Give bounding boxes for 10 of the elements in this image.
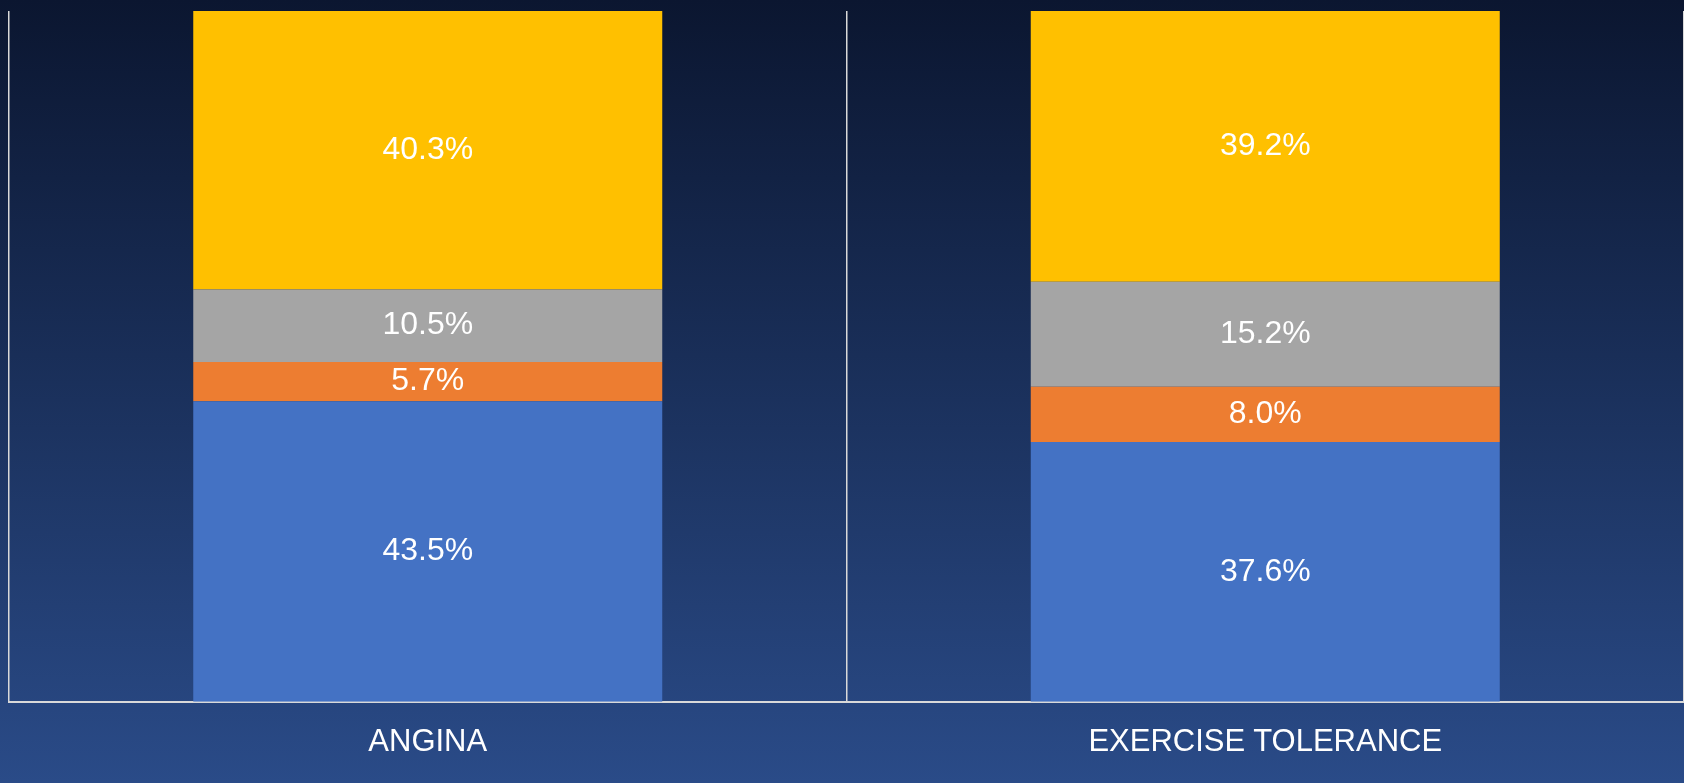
data-label: 37.6%: [1219, 551, 1311, 588]
data-label: 5.7%: [391, 361, 465, 398]
data-label: 15.2%: [1219, 314, 1311, 351]
data-label: 10.5%: [382, 305, 474, 342]
data-label: 39.2%: [1219, 126, 1311, 163]
data-label: 40.3%: [382, 130, 474, 167]
x-tick-label: EXERCISE TOLERANCE: [1088, 722, 1443, 758]
data-label: 43.5%: [382, 531, 474, 568]
data-label: 8.0%: [1228, 394, 1302, 431]
x-tick-label: ANGINA: [368, 722, 488, 758]
